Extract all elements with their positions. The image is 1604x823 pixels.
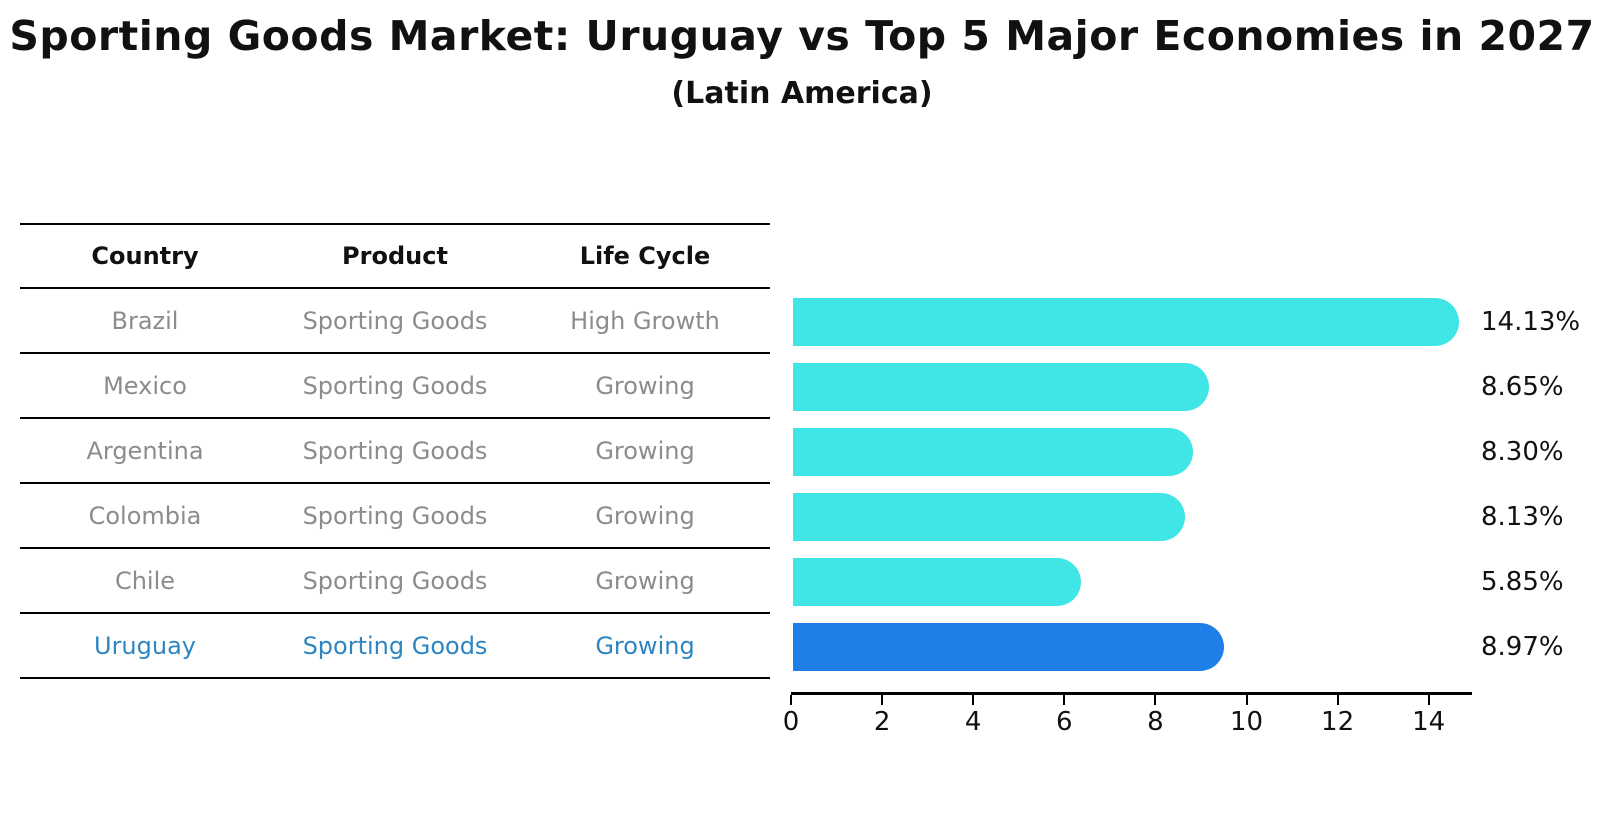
country-table: Country Product Life Cycle Brazil Sportin…: [20, 223, 770, 679]
bar-value-label: 8.65%: [1481, 371, 1564, 402]
x-axis-tick: [881, 695, 884, 705]
table-cell-country: Uruguay: [94, 631, 196, 660]
table-row: Mexico Sporting Goods Growing: [20, 354, 770, 419]
table-cell-product: Sporting Goods: [302, 566, 488, 595]
bar-chile: [793, 557, 1082, 606]
x-axis-line: [791, 692, 1472, 695]
table-body: Brazil Sporting Goods High Growth Mexico Spo…: [20, 289, 770, 679]
table-cell-country: Argentina: [86, 436, 204, 465]
table-header-row: Country Product Life Cycle: [20, 223, 770, 289]
table-row: Argentina Sporting Goods Growing: [20, 419, 770, 484]
bar-value-label: 5.85%: [1481, 566, 1564, 597]
table-cell-country: Brazil: [111, 306, 179, 335]
chart-subtitle: (Latin America): [671, 76, 933, 111]
bar-value-label: 8.13%: [1481, 501, 1564, 532]
table-cell-product: Sporting Goods: [302, 436, 488, 465]
x-axis-tick: [1063, 695, 1066, 705]
header-cell-life-cycle: Life Cycle: [579, 242, 711, 270]
x-axis-tick-label: 10: [1229, 707, 1264, 737]
header-cell-country: Country: [91, 242, 199, 270]
x-axis-tick-label: 14: [1412, 707, 1446, 737]
x-axis-tick-label: 0: [782, 707, 800, 737]
x-axis-tick: [1154, 695, 1157, 705]
bar-value-label: 8.97%: [1481, 631, 1564, 662]
table-cell-country: Mexico: [103, 371, 187, 400]
x-axis-tick-label: 2: [873, 707, 891, 737]
table-cell-life-cycle: Growing: [595, 371, 695, 400]
table-cell-product: Sporting Goods: [302, 371, 488, 400]
table-row: Chile Sporting Goods Growing: [20, 549, 770, 614]
table-cell-product: Sporting Goods: [302, 306, 488, 335]
table-cell-life-cycle: Growing: [595, 631, 695, 660]
x-axis-tick: [972, 695, 975, 705]
table-row: Brazil Sporting Goods High Growth: [20, 289, 770, 354]
table-cell-country: Colombia: [88, 501, 202, 530]
table-cell-product: Sporting Goods: [302, 501, 488, 530]
table-cell-country: Chile: [114, 566, 176, 595]
x-axis-tick-label: 6: [1056, 707, 1073, 737]
x-axis-tick-label: 12: [1321, 707, 1355, 737]
bar-value-label: 14.13%: [1481, 306, 1581, 337]
table-cell-life-cycle: Growing: [595, 501, 695, 530]
bar-uruguay: [793, 622, 1224, 671]
table-row: Colombia Sporting Goods Growing: [20, 484, 770, 549]
bar-brazil: [793, 297, 1459, 346]
header-cell-product: Product: [342, 242, 448, 270]
x-axis-tick: [1245, 695, 1248, 705]
x-axis-tick: [1336, 695, 1339, 705]
table-cell-life-cycle: Growing: [595, 566, 695, 595]
x-axis-tick-label: 4: [964, 707, 982, 737]
x-axis-tick: [1427, 695, 1430, 705]
table-cell-product: Sporting Goods: [302, 631, 488, 660]
bar-colombia: [793, 492, 1186, 541]
bar-value-label: 8.30%: [1481, 436, 1564, 467]
table-cell-life-cycle: High Growth: [570, 306, 720, 335]
bar-mexico: [793, 362, 1209, 411]
table-cell-life-cycle: Growing: [595, 436, 695, 465]
table-row: Uruguay Sporting Goods Growing: [20, 614, 770, 679]
chart-title: Sporting Goods Market: Uruguay vs Top 5 …: [9, 12, 1595, 60]
x-axis-tick-label: 8: [1147, 707, 1164, 737]
bar-argentina: [793, 427, 1194, 476]
x-axis-tick: [790, 695, 792, 705]
